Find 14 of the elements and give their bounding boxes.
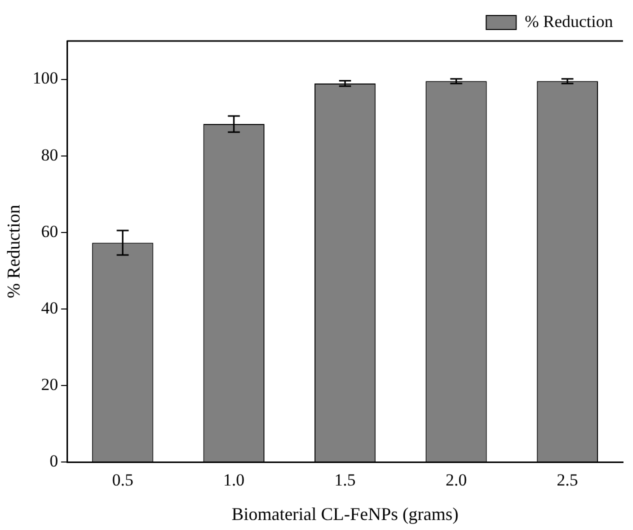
- y-tick-label: 20: [41, 374, 58, 394]
- y-tick-label: 40: [41, 298, 58, 318]
- x-tick-label: 1.0: [223, 470, 244, 490]
- y-tick-label: 60: [41, 222, 58, 241]
- legend-label: % Reduction: [524, 12, 614, 31]
- y-axis-title: % Reduction: [4, 204, 24, 298]
- x-tick-label: 1.5: [334, 470, 356, 490]
- x-tick-label: 2.5: [556, 470, 578, 490]
- x-tick-label: 0.5: [112, 470, 134, 490]
- y-tick-label: 0: [50, 451, 58, 470]
- y-tick-label: 80: [41, 145, 58, 164]
- x-tick-label: 2.0: [446, 470, 467, 490]
- y-tick-label: 100: [32, 68, 58, 88]
- x-axis-title: Biomaterial CL-FeNPs (grams): [232, 504, 459, 524]
